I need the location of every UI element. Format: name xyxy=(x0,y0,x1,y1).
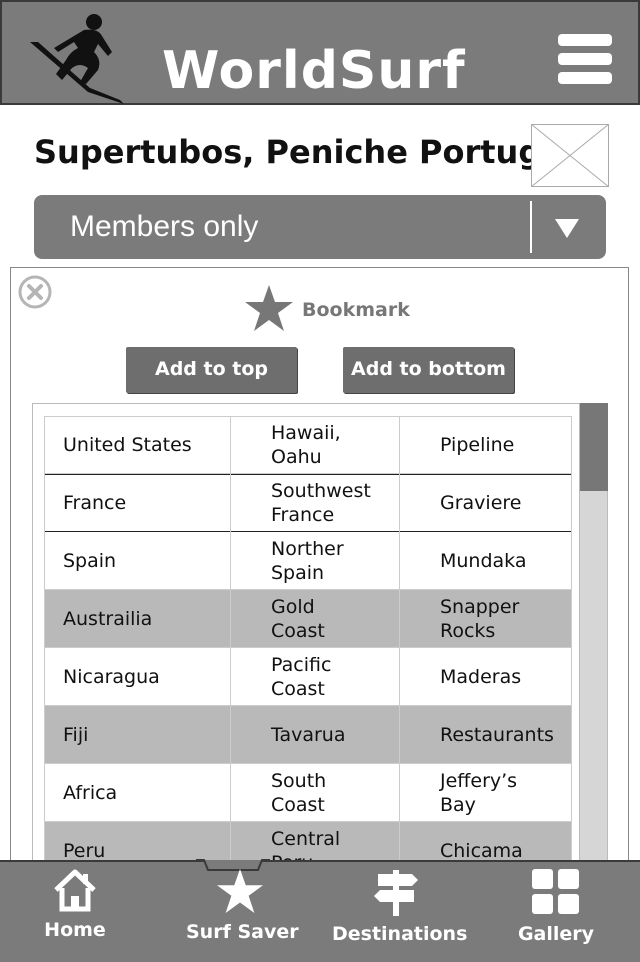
country-cell-text: Peru xyxy=(63,840,106,862)
table-row[interactable]: Peru Central Peru Chicama xyxy=(44,822,572,863)
star-icon xyxy=(245,285,293,331)
country-cell-text: Nicaragua xyxy=(63,666,160,688)
dropdown-divider xyxy=(530,201,532,253)
scrollbar-thumb[interactable] xyxy=(580,403,608,491)
spot-cell-text: Chicama xyxy=(440,840,523,862)
surfer-logo-icon[interactable] xyxy=(28,12,128,104)
bookmark-control[interactable]: Bookmark xyxy=(244,284,410,334)
bookmark-label: Bookmark xyxy=(302,299,410,321)
country-cell: Peru xyxy=(44,822,231,862)
region-cell: Central Peru xyxy=(231,822,400,863)
add-to-top-button[interactable]: Add to top xyxy=(126,347,297,393)
table-row[interactable]: Austrailia Gold Coast Snapper Rocks xyxy=(44,590,572,648)
spot-cell-text: Maderas xyxy=(440,666,522,688)
country-cell-text: United States xyxy=(63,434,192,456)
spot-cell: Mundaka xyxy=(400,532,572,590)
country-cell: Fiji xyxy=(44,706,231,764)
spot-cell: Restaurants xyxy=(400,706,572,764)
country-cell: Spain xyxy=(44,532,231,590)
tab-surf-saver[interactable]: Surf Saver xyxy=(186,868,299,958)
spot-cell-text: Pipeline xyxy=(440,434,515,456)
spots-table-container: United States Hawaii, Oahu Pipeline France S… xyxy=(32,403,608,863)
region-cell-text: Norther Spain xyxy=(271,538,344,584)
country-cell: France xyxy=(44,474,231,532)
spot-cell-text: Mundaka xyxy=(440,550,527,572)
country-cell: Austrailia xyxy=(44,590,231,648)
table-row[interactable]: Africa South Coast Jeffery’s Bay xyxy=(44,764,572,822)
region-cell-text: Tavarua xyxy=(271,724,346,746)
brand-title: WorldSurf xyxy=(162,41,466,101)
region-cell-text: Gold Coast xyxy=(271,596,325,642)
country-cell-text: Fiji xyxy=(63,724,89,746)
add-to-bottom-button[interactable]: Add to bottom xyxy=(343,347,514,393)
spot-cell: Graviere xyxy=(400,474,572,532)
region-cell-text: South Coast xyxy=(271,770,327,816)
region-cell: Tavarua xyxy=(231,706,400,764)
spot-cell-text: Snapper Rocks xyxy=(440,596,520,642)
active-tab-indicator xyxy=(196,859,270,871)
tab-home-label: Home xyxy=(44,919,106,941)
table-row[interactable]: Fiji Tavarua Restaurants xyxy=(44,706,572,764)
spot-cell: Chicama xyxy=(400,822,572,862)
region-cell-text: Pacific Coast xyxy=(271,654,332,700)
tab-destinations[interactable]: Destinations xyxy=(332,868,468,958)
country-cell-text: Africa xyxy=(63,782,118,804)
country-cell-text: Austrailia xyxy=(63,608,153,630)
spot-cell: Jeffery’s Bay xyxy=(400,764,572,822)
star-icon xyxy=(217,868,263,914)
spot-cell: Snapper Rocks xyxy=(400,590,572,648)
access-dropdown[interactable]: Members only xyxy=(34,195,606,259)
region-cell: Gold Coast xyxy=(231,590,400,648)
country-cell-text: Spain xyxy=(63,550,117,572)
region-cell: Norther Spain xyxy=(231,532,400,590)
country-cell: United States xyxy=(44,416,231,474)
region-cell-text: Central Peru xyxy=(271,828,341,863)
spots-table: United States Hawaii, Oahu Pipeline France S… xyxy=(44,416,572,863)
tab-surf-saver-label: Surf Saver xyxy=(186,921,299,943)
access-dropdown-value: Members only xyxy=(70,210,259,243)
hamburger-menu-icon[interactable] xyxy=(558,34,614,92)
spot-cell-text: Graviere xyxy=(440,492,522,514)
table-scrollbar[interactable] xyxy=(579,403,608,863)
table-row[interactable]: France Southwest France Graviere xyxy=(44,474,572,532)
close-icon[interactable] xyxy=(18,275,52,309)
spot-cell-text: Jeffery’s Bay xyxy=(440,770,518,816)
tab-home[interactable]: Home xyxy=(38,868,112,958)
chevron-down-icon xyxy=(555,219,579,238)
tab-gallery[interactable]: Gallery xyxy=(515,868,597,958)
spot-cell: Pipeline xyxy=(400,416,572,474)
spot-cell: Maderas xyxy=(400,648,572,706)
region-cell: Southwest France xyxy=(231,474,400,532)
app-header: WorldSurf xyxy=(0,0,640,105)
table-row[interactable]: United States Hawaii, Oahu Pipeline xyxy=(44,416,572,474)
spot-cell-text: Restaurants xyxy=(440,724,554,746)
table-row[interactable]: Nicaragua Pacific Coast Maderas xyxy=(44,648,572,706)
tab-destinations-label: Destinations xyxy=(332,923,468,945)
tab-gallery-label: Gallery xyxy=(517,923,595,945)
image-placeholder-icon[interactable] xyxy=(531,124,609,187)
table-row[interactable]: Spain Norther Spain Mundaka xyxy=(44,532,572,590)
region-cell: South Coast xyxy=(231,764,400,822)
region-cell: Pacific Coast xyxy=(231,648,400,706)
region-cell-text: Southwest France xyxy=(271,480,371,526)
region-cell-text: Hawaii, Oahu xyxy=(271,422,341,468)
country-cell: Nicaragua xyxy=(44,648,231,706)
signpost-icon xyxy=(374,870,418,916)
grid-icon xyxy=(532,869,579,914)
spot-title: Supertubos, Peniche Portugal xyxy=(34,133,574,171)
country-cell-text: France xyxy=(63,492,127,514)
home-icon xyxy=(54,869,96,912)
region-cell: Hawaii, Oahu xyxy=(231,416,400,474)
country-cell: Africa xyxy=(44,764,231,822)
